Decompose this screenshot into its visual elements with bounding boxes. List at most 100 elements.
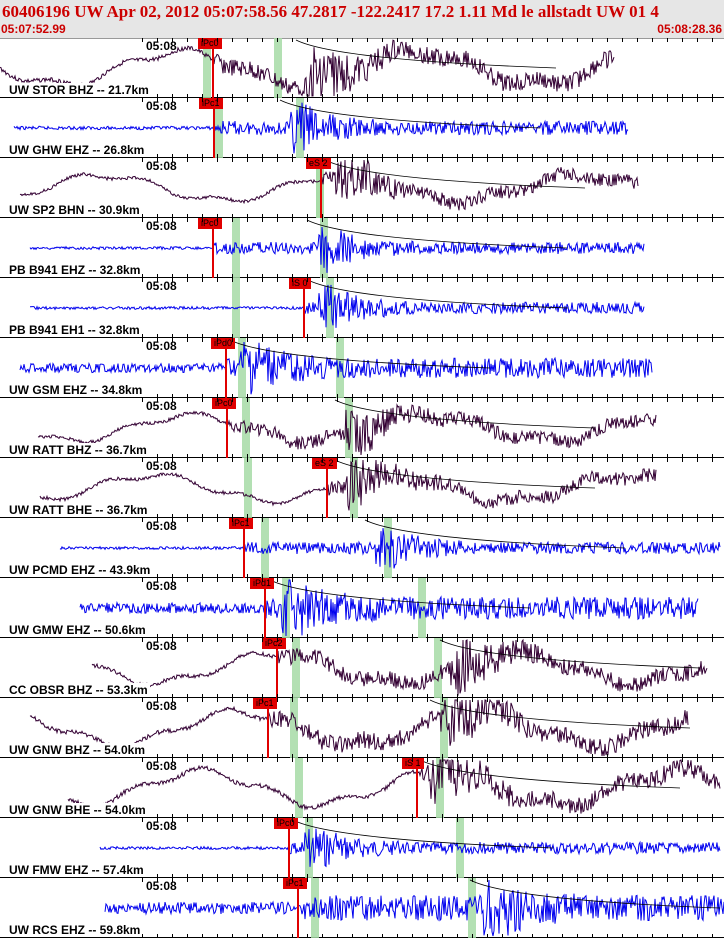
phase-pick-label[interactable]: iPd0 — [211, 338, 236, 349]
waveform-trace — [91, 638, 708, 696]
phase-pick-line[interactable] — [297, 878, 299, 938]
station-label: UW FMW EHZ -- 57.4km — [9, 863, 146, 877]
phase-pick-label[interactable]: iPc2 — [262, 638, 286, 649]
trace-time-label: 05:08 — [146, 579, 177, 593]
trace-row[interactable]: iPc0 05:08 UW RATT BHZ -- 36.7km — [0, 398, 724, 458]
pick-window — [238, 338, 246, 398]
trace-time-label: 05:08 — [146, 759, 177, 773]
trace-row[interactable]: iPc1 05:08 UW PCMD EHZ -- 43.9km — [0, 518, 724, 578]
pick-window — [468, 878, 476, 938]
trace-row[interactable]: iPc0 05:08 UW FMW EHZ -- 57.4km — [0, 818, 724, 878]
phase-pick-label[interactable]: iS 1 — [402, 758, 424, 769]
trace-time-label: 05:08 — [146, 279, 177, 293]
station-label: UW SP2 BHN -- 30.9km — [9, 203, 142, 217]
trace-time-label: 05:08 — [146, 219, 177, 233]
phase-pick-line[interactable] — [226, 398, 228, 458]
phase-pick-label[interactable]: eS 2 — [312, 458, 337, 469]
event-title: 60406196 UW Apr 02, 2012 05:07:58.56 47.… — [2, 2, 659, 21]
pick-window — [434, 638, 442, 698]
trace-row[interactable]: iPc0 05:08 UW STOR BHZ -- 21.7km — [0, 38, 724, 98]
phase-pick-label[interactable]: iS 0 — [289, 278, 311, 289]
trace-row[interactable]: iPc1 05:08 UW GHW EHZ -- 26.8km — [0, 98, 724, 158]
waveform-trace — [19, 159, 639, 211]
station-label: UW RCS EHZ -- 59.8km — [9, 923, 143, 937]
station-label: UW PCMD EHZ -- 43.9km — [9, 563, 153, 577]
phase-pick-line[interactable] — [303, 278, 305, 338]
pick-window — [215, 98, 223, 158]
phase-pick-label[interactable]: iPd1 — [250, 578, 275, 589]
trace-time-label: 05:08 — [146, 99, 177, 113]
station-label: UW GHW EHZ -- 26.8km — [9, 143, 147, 157]
trace-row[interactable]: iS 1 05:08 UW GNW BHE -- 54.0km — [0, 758, 724, 818]
pick-window — [436, 758, 444, 818]
phase-pick-line[interactable] — [320, 158, 322, 218]
pick-window — [292, 638, 300, 698]
phase-pick-line[interactable] — [212, 38, 214, 98]
trace-row[interactable]: eS 2 05:08 UW RATT BHE -- 36.7km — [0, 458, 724, 518]
station-label: PB B941 EH1 -- 32.8km — [9, 323, 142, 337]
trace-time-label: 05:08 — [146, 879, 177, 893]
station-label: CC OBSR BHZ -- 53.3km — [9, 683, 150, 697]
phase-pick-line[interactable] — [326, 458, 328, 518]
trace-row[interactable]: iPc0 05:08 PB B941 EHZ -- 32.8km — [0, 218, 724, 278]
phase-pick-label[interactable]: iPc1 — [253, 698, 277, 709]
phase-pick-label[interactable]: eS 2 — [306, 158, 331, 169]
station-label: UW GNW BHE -- 54.0km — [9, 803, 148, 817]
phase-pick-line[interactable] — [243, 518, 245, 578]
seismogram-panel[interactable]: iPc0 05:08 UW STOR BHZ -- 21.7km iPc1 05:08 U… — [0, 38, 724, 938]
phase-pick-label[interactable]: iPc0 — [212, 398, 236, 409]
phase-pick-line[interactable] — [276, 638, 278, 698]
trace-row[interactable]: iS 0 05:08 PB B941 EH1 -- 32.8km — [0, 278, 724, 338]
pick-window — [440, 698, 448, 758]
pick-window — [203, 38, 211, 98]
trace-time-label: 05:08 — [146, 399, 177, 413]
phase-pick-line[interactable] — [225, 338, 227, 398]
phase-pick-line[interactable] — [267, 698, 269, 758]
phase-pick-label[interactable]: iPc1 — [199, 98, 223, 109]
trace-time-label: 05:08 — [146, 339, 177, 353]
phase-pick-label[interactable]: iPc1 — [283, 878, 307, 889]
pick-window — [345, 398, 353, 458]
waveform-trace — [29, 698, 691, 757]
trace-row[interactable]: iPd1 05:08 UW GMW EHZ -- 50.6km — [0, 578, 724, 638]
trace-time-label: 05:08 — [146, 459, 177, 473]
trace-row[interactable]: iPc1 05:08 UW GNW BHZ -- 54.0km — [0, 698, 724, 758]
pick-window — [232, 218, 240, 278]
station-label: UW RATT BHE -- 36.7km — [9, 503, 150, 517]
phase-pick-line[interactable] — [288, 818, 290, 878]
phase-pick-line[interactable] — [212, 218, 214, 278]
trace-time-label: 05:08 — [146, 639, 177, 653]
trace-time-label: 05:08 — [146, 819, 177, 833]
phase-pick-label[interactable]: iPc0 — [274, 818, 298, 829]
waveform-trace — [29, 219, 645, 273]
pick-window — [311, 878, 319, 938]
pick-window — [296, 98, 304, 158]
waveform-trace — [79, 579, 699, 637]
trace-row[interactable]: eS 2 05:08 UW SP2 BHN -- 30.9km — [0, 158, 724, 218]
phase-pick-line[interactable] — [213, 98, 215, 158]
station-label: UW GMW EHZ -- 50.6km — [9, 623, 148, 637]
pick-window — [326, 278, 334, 338]
trace-row[interactable]: iPd0 05:08 UW GSM EHZ -- 34.8km — [0, 338, 724, 398]
trace-row[interactable]: iPc2 05:08 CC OBSR BHZ -- 53.3km — [0, 638, 724, 698]
station-label: UW GSM EHZ -- 34.8km — [9, 383, 145, 397]
phase-pick-line[interactable] — [264, 578, 266, 638]
waveform-trace — [39, 459, 657, 511]
phase-pick-label[interactable]: iPc0 — [198, 38, 222, 49]
phase-pick-label[interactable]: iPc1 — [229, 518, 253, 529]
trace-time-label: 05:08 — [146, 39, 177, 53]
trace-time-label: 05:08 — [146, 159, 177, 173]
trace-row[interactable]: iPc1 05:08 UW RCS EHZ -- 59.8km — [0, 878, 724, 938]
phase-pick-label[interactable]: iPc0 — [198, 218, 222, 229]
station-label: UW RATT BHZ -- 36.7km — [9, 443, 149, 457]
pick-window — [244, 458, 252, 518]
waveform-trace — [59, 519, 721, 569]
window-start-time: 05:07:52.99 — [1, 22, 66, 36]
phase-pick-line[interactable] — [416, 758, 418, 818]
pick-window — [290, 698, 298, 758]
waveform-trace — [67, 758, 721, 814]
waveform-trace — [104, 879, 724, 937]
pick-window — [295, 758, 303, 818]
pick-window — [242, 398, 250, 458]
trace-time-label: 05:08 — [146, 699, 177, 713]
